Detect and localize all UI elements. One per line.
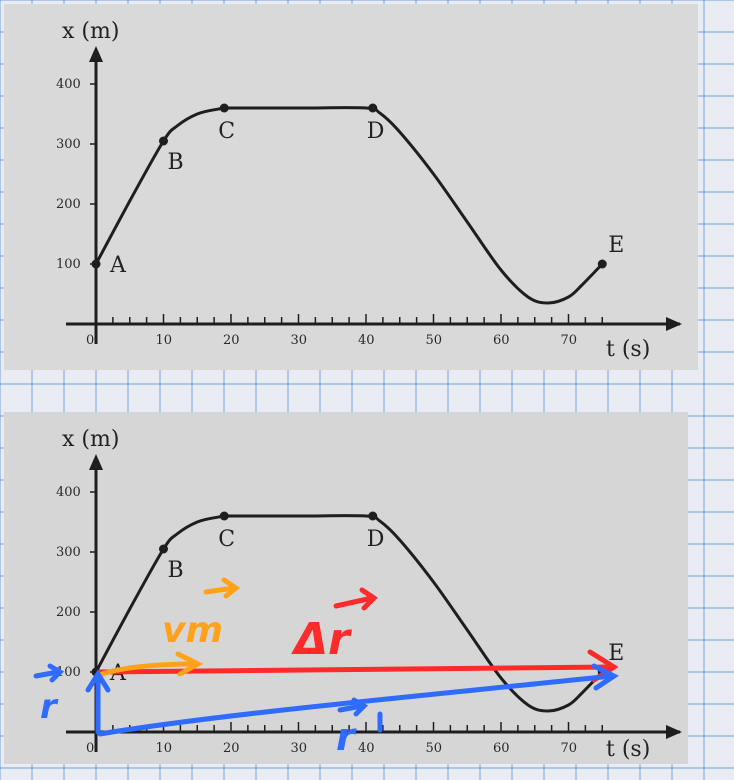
blue-final-position-arrow — [97, 673, 615, 737]
mean-velocity-annotation: vm — [97, 577, 241, 678]
point-label-d: D — [367, 119, 385, 144]
x-tick-label: 40 — [358, 333, 375, 348]
x-tick-label: 10 — [156, 333, 173, 348]
x-tick-label: 70 — [561, 333, 578, 348]
y-tick-label: 300 — [56, 545, 81, 560]
y-tick-label: 300 — [56, 137, 81, 152]
point-marker-c — [219, 511, 229, 521]
delta-r-vector-arrow-icon — [333, 587, 378, 611]
bottom-position-curve — [94, 514, 604, 713]
delta-r-label: Δr — [291, 614, 352, 665]
point-label-c: C — [218, 119, 235, 144]
point-marker-c — [219, 103, 229, 113]
top-axes — [66, 46, 682, 344]
point-label-d: D — [367, 527, 385, 552]
blue-up-arrowhead-icon — [85, 669, 111, 693]
mean-velocity-label: vm — [162, 610, 223, 651]
point-marker-d — [368, 103, 378, 113]
top-ticks: 0 10 20 30 40 50 60 70 100 200 300 400 — [56, 77, 603, 348]
bottom-x-axis-label: t (s) — [606, 737, 650, 762]
x-tick-label: 50 — [426, 333, 443, 348]
y-tick-label: 100 — [56, 665, 81, 680]
x-axis-arrow-icon — [666, 725, 682, 739]
x-tick-label: 30 — [291, 741, 308, 756]
point-label-c: C — [218, 527, 235, 552]
x-tick-label: 10 — [156, 741, 173, 756]
point-label-a: A — [109, 253, 127, 278]
initial-position-label: r — [40, 687, 59, 727]
point-marker-e — [597, 259, 607, 269]
point-label-e: E — [608, 233, 624, 258]
x-tick-label: 60 — [493, 741, 510, 756]
y-tick-label: 200 — [56, 605, 81, 620]
point-marker-b — [159, 136, 168, 146]
y-axis-arrow-icon — [89, 46, 103, 62]
x-tick-label: 70 — [561, 741, 578, 756]
point-label-b: B — [168, 558, 184, 583]
bottom-y-axis-label: x (m) — [62, 427, 119, 452]
orange-arrowhead-icon — [175, 651, 204, 677]
bottom-ticks: 0 10 20 30 40 50 60 70 100 200 300 400 — [56, 485, 603, 756]
x-tick-label: 0 — [86, 741, 94, 756]
final-position-label: r — [336, 715, 357, 759]
y-tick-label: 400 — [56, 485, 81, 500]
y-axis-arrow-icon — [89, 454, 103, 470]
x-tick-label: 60 — [493, 333, 510, 348]
x-tick-label: 0 — [86, 333, 94, 348]
initial-position-vector-icon — [33, 663, 65, 683]
x-tick-label: 30 — [291, 333, 308, 348]
top-photo-background — [4, 4, 698, 370]
y-tick-label: 100 — [56, 257, 81, 272]
top-y-axis-label: x (m) — [62, 19, 119, 44]
top-x-axis-label: t (s) — [606, 337, 650, 362]
y-tick-label: 200 — [56, 197, 81, 212]
top-position-curve — [94, 106, 604, 305]
x-tick-label: 50 — [426, 741, 443, 756]
final-position-vector-icon — [337, 697, 369, 717]
point-label-b: B — [168, 150, 184, 175]
y-tick-label: 400 — [56, 77, 81, 92]
point-label-e: E — [608, 641, 624, 666]
top-point-markers: A B C D E — [91, 103, 624, 278]
point-marker-d — [368, 511, 378, 521]
x-axis-arrow-icon — [666, 317, 682, 331]
x-tick-label: 40 — [358, 741, 375, 756]
orange-velocity-arrow — [97, 661, 199, 678]
point-marker-b — [159, 544, 168, 554]
x-tick-label: 20 — [223, 333, 240, 348]
velocity-vector-arrow-icon — [203, 577, 241, 599]
position-vector-annotations: r r — [33, 663, 619, 759]
point-marker-a — [91, 259, 101, 269]
x-tick-label: 20 — [223, 741, 240, 756]
blue-arrowhead-icon — [591, 663, 619, 691]
